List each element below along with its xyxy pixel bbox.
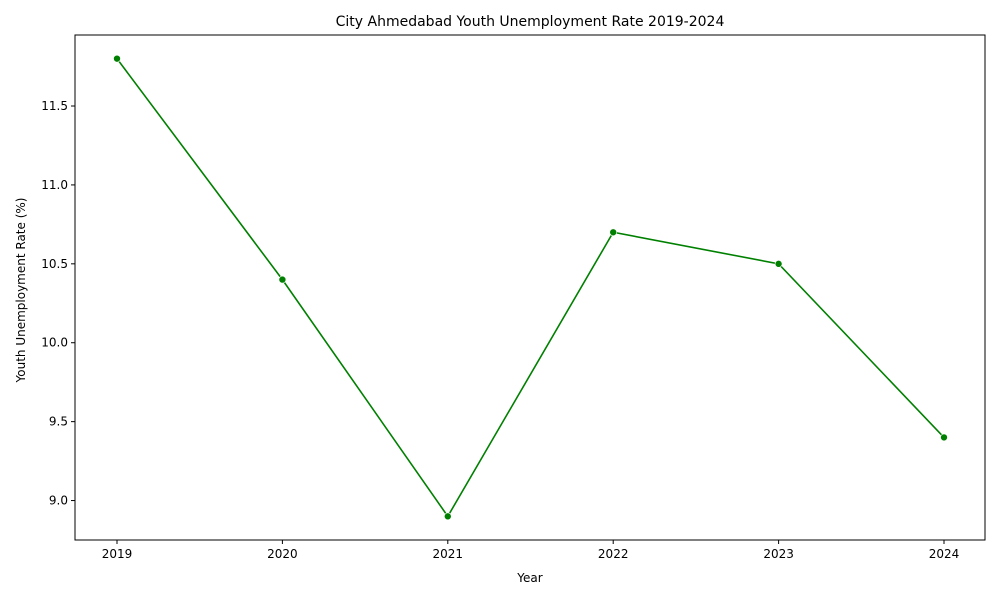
y-axis-label: Youth Unemployment Rate (%) [14,198,28,384]
plot-frame [74,34,986,541]
x-tick-label: 2024 [929,547,960,561]
data-point [940,433,948,442]
x-tick-label: 2020 [267,547,298,561]
data-point [443,512,452,521]
y-tick-label: 10.5 [41,257,68,271]
data-point [609,228,618,237]
y-tick-label: 11.0 [41,178,68,192]
x-axis-label: Year [516,571,542,585]
y-tick-label: 10.0 [41,336,68,350]
y-tick-label: 9.0 [49,494,68,508]
series-line [116,58,945,518]
x-tick-label: 2023 [763,547,794,561]
y-tick-label: 9.5 [49,415,68,429]
chart-title: City Ahmedabad Youth Unemployment Rate 2… [336,14,725,30]
data-point [278,275,287,284]
x-tick-label: 2021 [433,547,464,561]
plot-area: 2019 2020 2021 2022 2023 2024 9.0 9.5 10.0 10.5 11… [41,34,986,561]
x-tick-label: 2019 [102,547,133,561]
data-point [113,54,121,63]
y-tick-label: 11.5 [41,99,68,113]
data-point [774,260,783,268]
x-tick-label: 2022 [598,547,629,561]
